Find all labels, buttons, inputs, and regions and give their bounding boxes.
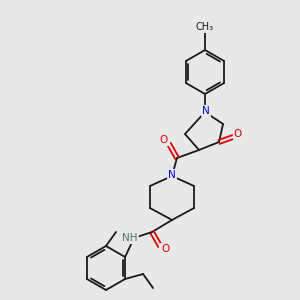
Text: CH₃: CH₃: [196, 22, 214, 32]
Text: O: O: [160, 135, 168, 145]
Text: N: N: [168, 170, 176, 180]
Text: NH: NH: [122, 233, 138, 243]
Text: O: O: [161, 244, 169, 254]
Text: N: N: [202, 106, 210, 116]
Text: O: O: [234, 129, 242, 139]
